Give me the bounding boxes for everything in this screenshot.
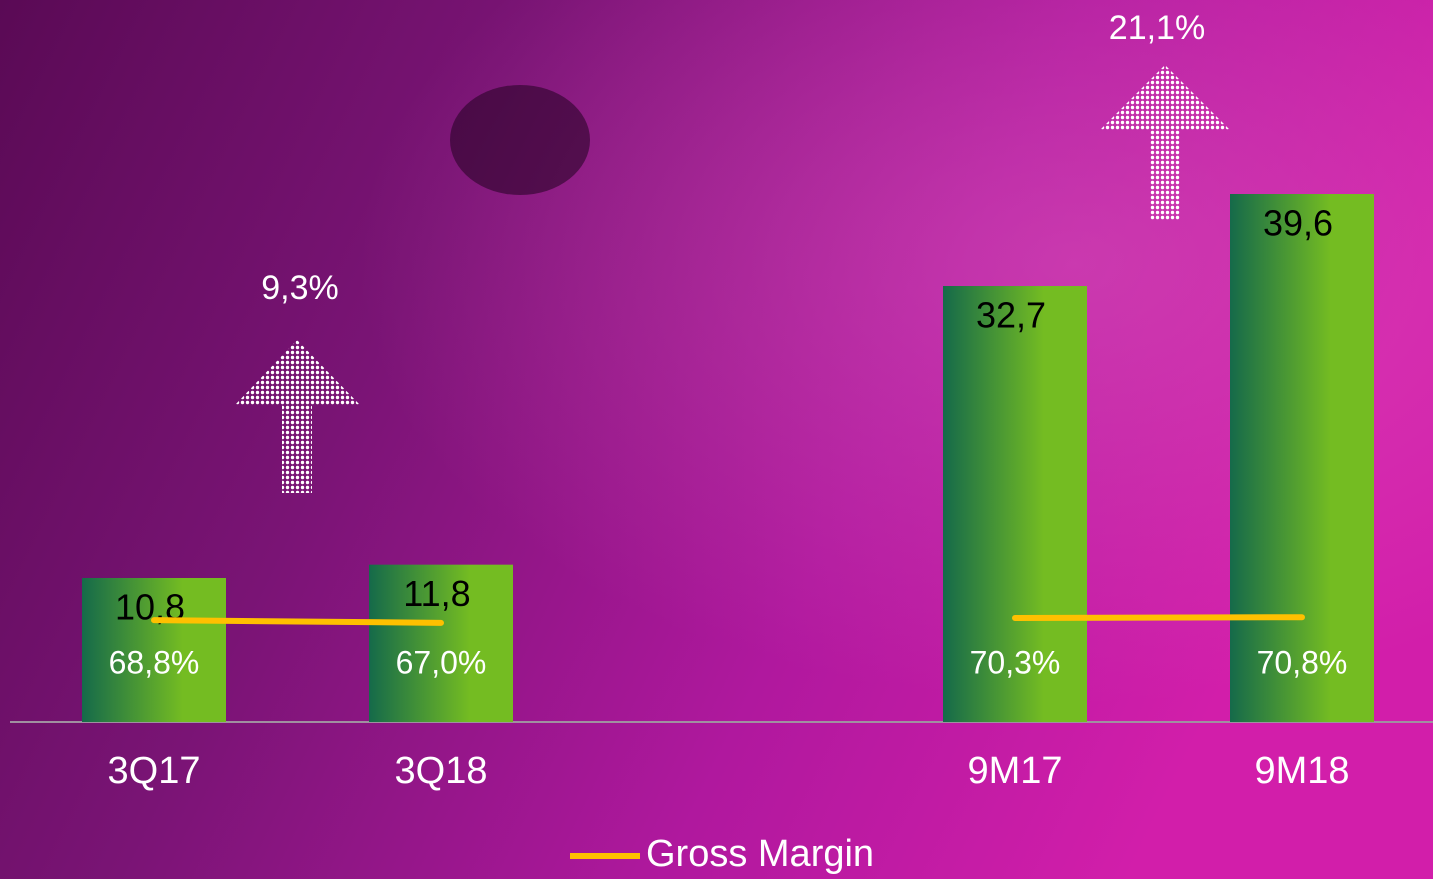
- growth-label: 9,3%: [261, 269, 339, 307]
- margin-value-label: 70,3%: [970, 644, 1061, 680]
- background-shape: [450, 85, 590, 195]
- growth-arrow: [1100, 65, 1230, 220]
- x-tick-label: 9M18: [1254, 750, 1349, 792]
- x-tick-label: 3Q17: [108, 750, 201, 792]
- margin-value-label: 70,8%: [1257, 644, 1348, 680]
- growth-label: 21,1%: [1109, 9, 1205, 47]
- x-tick-label: 3Q18: [395, 750, 488, 792]
- margin-value-label: 67,0%: [396, 644, 487, 680]
- bar-value-label: 11,8: [403, 573, 470, 614]
- margin-value-label: 68,8%: [109, 644, 200, 680]
- gross-margin-line: [151, 617, 444, 626]
- gross-margin-line: [1012, 614, 1305, 621]
- bar: [369, 564, 513, 722]
- legend-label: Gross Margin: [646, 833, 874, 875]
- bar-value-label: 39,6: [1263, 203, 1333, 244]
- x-tick-label: 9M17: [967, 750, 1062, 792]
- bar: [82, 578, 226, 722]
- bar-value-label: 32,7: [976, 295, 1046, 336]
- growth-arrow: [235, 340, 360, 493]
- bar: [943, 286, 1087, 722]
- bar: [1230, 194, 1374, 722]
